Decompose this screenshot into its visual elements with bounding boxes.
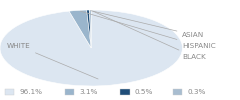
Text: 0.3%: 0.3% xyxy=(187,89,206,95)
FancyBboxPatch shape xyxy=(65,89,74,95)
Text: WHITE: WHITE xyxy=(7,43,98,79)
FancyBboxPatch shape xyxy=(5,89,14,95)
Text: 96.1%: 96.1% xyxy=(19,89,42,95)
Wedge shape xyxy=(90,10,91,48)
Text: 0.5%: 0.5% xyxy=(134,89,153,95)
Wedge shape xyxy=(69,10,91,48)
Text: HISPANIC: HISPANIC xyxy=(80,11,216,49)
Text: 3.1%: 3.1% xyxy=(79,89,98,95)
FancyBboxPatch shape xyxy=(120,89,130,95)
Wedge shape xyxy=(87,10,91,48)
FancyBboxPatch shape xyxy=(173,89,182,95)
Text: BLACK: BLACK xyxy=(93,11,206,60)
Text: ASIAN: ASIAN xyxy=(91,11,205,38)
Wedge shape xyxy=(0,10,182,86)
